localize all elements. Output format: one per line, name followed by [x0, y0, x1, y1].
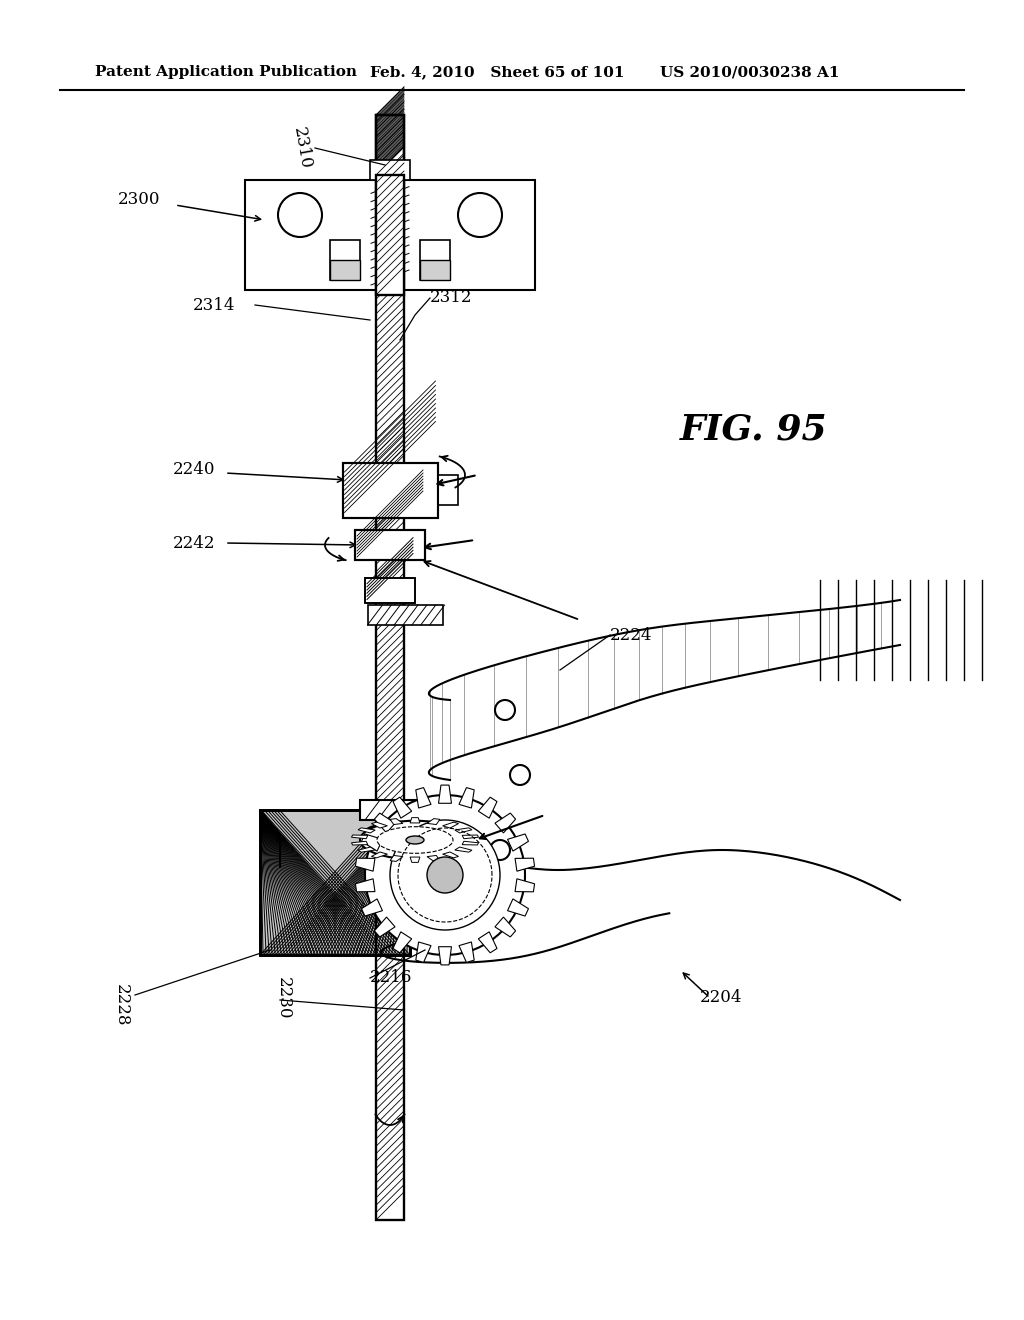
Polygon shape [455, 828, 472, 833]
Text: Patent Application Publication: Patent Application Publication [95, 65, 357, 79]
Polygon shape [361, 899, 382, 916]
Bar [342, 462, 437, 517]
Circle shape [510, 766, 530, 785]
Polygon shape [495, 917, 516, 937]
Text: 2314: 2314 [193, 297, 234, 314]
Text: 2216: 2216 [370, 969, 413, 986]
Bar [365, 578, 415, 602]
Text: FIG. 95: FIG. 95 [680, 413, 827, 447]
Circle shape [427, 857, 463, 894]
Polygon shape [438, 946, 452, 965]
Ellipse shape [377, 826, 453, 853]
Text: 2228: 2228 [113, 983, 130, 1026]
Polygon shape [361, 834, 382, 851]
Polygon shape [508, 899, 528, 916]
Polygon shape [478, 797, 497, 818]
Polygon shape [390, 855, 402, 862]
Text: 2310: 2310 [290, 125, 314, 170]
Polygon shape [375, 917, 395, 937]
Polygon shape [410, 817, 420, 822]
Polygon shape [462, 841, 478, 845]
Ellipse shape [360, 821, 470, 859]
Bar [376, 115, 404, 1220]
Polygon shape [351, 836, 368, 838]
Polygon shape [355, 879, 375, 892]
Polygon shape [459, 942, 474, 962]
Circle shape [365, 795, 525, 954]
Bar [330, 240, 360, 280]
Polygon shape [358, 828, 375, 833]
Text: 2240: 2240 [172, 462, 215, 479]
Polygon shape [358, 847, 375, 853]
Polygon shape [455, 847, 472, 853]
Circle shape [490, 840, 510, 861]
Polygon shape [462, 836, 478, 838]
Polygon shape [515, 858, 535, 871]
Text: 2230: 2230 [275, 977, 292, 1019]
Polygon shape [416, 788, 431, 808]
Polygon shape [442, 851, 459, 858]
Bar [355, 531, 425, 560]
Polygon shape [495, 813, 516, 833]
Bar [376, 115, 404, 1220]
Bar [365, 578, 415, 602]
Bar [376, 115, 404, 176]
Polygon shape [390, 818, 402, 825]
Circle shape [458, 193, 502, 238]
Polygon shape [427, 818, 440, 825]
Bar [342, 462, 437, 517]
Polygon shape [459, 788, 474, 808]
Text: 2224: 2224 [610, 627, 652, 644]
Polygon shape [372, 851, 387, 858]
Polygon shape [410, 857, 420, 862]
Text: 2312: 2312 [430, 289, 472, 306]
Bar [368, 605, 442, 624]
Bar [370, 160, 410, 180]
Bar [355, 531, 425, 560]
Polygon shape [393, 932, 412, 953]
Bar [260, 810, 410, 954]
Polygon shape [515, 879, 535, 892]
Bar [330, 260, 360, 280]
Bar [245, 180, 535, 290]
Polygon shape [375, 813, 395, 833]
Polygon shape [442, 822, 459, 828]
Bar [420, 240, 450, 280]
Bar [376, 115, 404, 176]
Polygon shape [508, 834, 528, 851]
Polygon shape [438, 785, 452, 804]
Polygon shape [416, 942, 431, 962]
Bar [437, 475, 458, 506]
Text: 2204: 2204 [700, 990, 742, 1006]
Bar [260, 810, 410, 954]
Polygon shape [355, 858, 375, 871]
Polygon shape [372, 822, 387, 828]
Polygon shape [393, 797, 412, 818]
Text: US 2010/0030238 A1: US 2010/0030238 A1 [660, 65, 840, 79]
Bar [376, 176, 404, 294]
Circle shape [278, 193, 322, 238]
Polygon shape [478, 932, 497, 953]
Text: Feb. 4, 2010   Sheet 65 of 101: Feb. 4, 2010 Sheet 65 of 101 [370, 65, 625, 79]
Circle shape [495, 700, 515, 719]
Text: 2242: 2242 [172, 535, 215, 552]
Ellipse shape [406, 836, 424, 843]
Polygon shape [351, 841, 368, 845]
Circle shape [390, 820, 500, 931]
Bar [420, 260, 450, 280]
Text: 2300: 2300 [118, 191, 160, 209]
Polygon shape [427, 855, 440, 862]
Bar [376, 176, 404, 294]
Bar [360, 800, 420, 820]
